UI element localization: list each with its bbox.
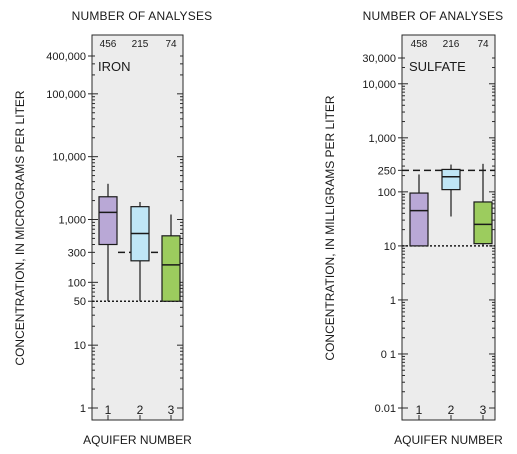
y-tick-label: 250 bbox=[378, 165, 396, 177]
y-tick-label: 1 bbox=[390, 295, 396, 307]
chart-panel-2: NUMBER OF ANALYSES 458 216 74 SULFATE 0.01 0 1… bbox=[323, 9, 503, 447]
x-axis-label: AQUIFER NUMBER bbox=[83, 433, 192, 447]
y-axis-label: CONCENTRATION, IN MILLIGRAMS PER LITER bbox=[323, 95, 337, 360]
x-tick-label: 2 bbox=[448, 403, 455, 417]
analysis-count-label: 74 bbox=[477, 39, 489, 50]
y-tick-label: 100,000 bbox=[46, 89, 86, 101]
box-aquifer-2 bbox=[441, 168, 461, 191]
analysis-count-label: 215 bbox=[132, 39, 149, 50]
y-tick-label: 10,000 bbox=[362, 79, 396, 91]
analysis-count-label: 74 bbox=[165, 39, 177, 50]
panel-title: SULFATE bbox=[409, 59, 466, 74]
y-tick-label: 1 bbox=[80, 403, 86, 415]
y-tick-label: 100 bbox=[378, 187, 396, 199]
box-aquifer-1 bbox=[409, 192, 429, 247]
analysis-count-label: 458 bbox=[411, 39, 428, 50]
y-tick-label: 10 bbox=[384, 241, 396, 253]
y-tick-label: 1,000 bbox=[368, 133, 396, 145]
y-axis-label: CONCENTRATION, IN MICROGRAMS PER LITER bbox=[13, 90, 27, 365]
x-tick-label: 3 bbox=[168, 403, 175, 417]
y-tick-label: 400,000 bbox=[46, 51, 86, 63]
x-tick-label: 1 bbox=[105, 403, 112, 417]
y-tick-label: 100 bbox=[68, 277, 86, 289]
y-tick-label: 30,000 bbox=[362, 53, 396, 65]
y-tick-label: 10 bbox=[74, 340, 86, 352]
x-tick-label: 3 bbox=[480, 403, 487, 417]
box-aquifer-3 bbox=[161, 235, 181, 302]
y-tick-label: 0.01 bbox=[375, 403, 396, 415]
box-aquifer-3 bbox=[473, 201, 493, 245]
y-tick-label: 1,000 bbox=[58, 214, 86, 226]
box-aquifer-1 bbox=[98, 196, 118, 246]
top-axis-title: NUMBER OF ANALYSES bbox=[72, 9, 213, 23]
top-axis-title: NUMBER OF ANALYSES bbox=[363, 9, 504, 23]
panel-title: IRON bbox=[98, 59, 131, 74]
y-tick-label: 50 bbox=[74, 296, 86, 308]
chart-panel-1: NUMBER OF ANALYSES 456 215 74 IRON 1 10 50 100 30… bbox=[13, 9, 212, 447]
analysis-count-label: 456 bbox=[100, 39, 117, 50]
y-tick-label: 10,000 bbox=[52, 152, 86, 164]
x-tick-label: 1 bbox=[416, 403, 423, 417]
analysis-count-label: 216 bbox=[443, 39, 460, 50]
y-tick-label: 300 bbox=[68, 247, 86, 259]
x-axis-label: AQUIFER NUMBER bbox=[394, 433, 503, 447]
y-tick-label: 0 1 bbox=[381, 349, 396, 361]
x-tick-label: 2 bbox=[137, 403, 144, 417]
